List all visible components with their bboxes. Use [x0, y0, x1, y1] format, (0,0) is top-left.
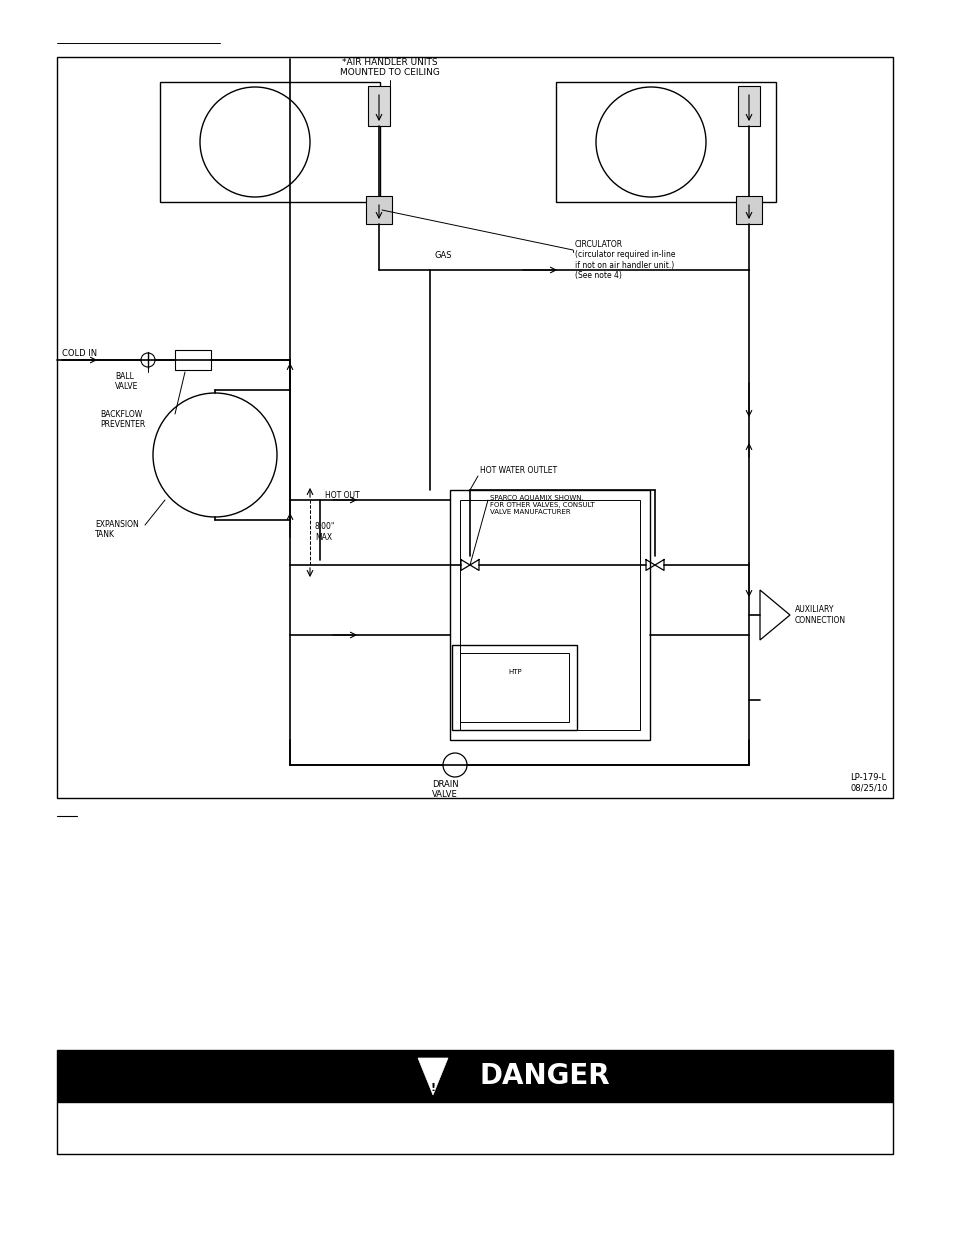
- Text: HOT WATER OUTLET: HOT WATER OUTLET: [479, 466, 557, 475]
- Text: DRAIN
VALVE: DRAIN VALVE: [432, 781, 457, 799]
- Polygon shape: [417, 1058, 448, 1095]
- Bar: [556, 82, 775, 203]
- Bar: [459, 500, 639, 730]
- Text: COLD IN: COLD IN: [62, 350, 97, 358]
- Text: HTP: HTP: [508, 669, 521, 676]
- Circle shape: [596, 86, 705, 198]
- Bar: [160, 82, 379, 203]
- Bar: [366, 196, 392, 224]
- Circle shape: [141, 353, 154, 367]
- Text: !: !: [430, 1083, 436, 1093]
- Text: *AIR HANDLER UNITS
MOUNTED TO CEILING: *AIR HANDLER UNITS MOUNTED TO CEILING: [339, 58, 439, 78]
- Text: AUXILIARY
CONNECTION: AUXILIARY CONNECTION: [794, 605, 845, 625]
- Bar: [368, 86, 390, 126]
- Bar: [735, 196, 761, 224]
- Text: BALL
VALVE: BALL VALVE: [115, 372, 138, 391]
- Text: GAS: GAS: [435, 251, 452, 259]
- Text: SPARCO AQUAMIX SHOWN,
FOR OTHER VALVES, CONSULT
VALVE MANUFACTURER: SPARCO AQUAMIX SHOWN, FOR OTHER VALVES, …: [490, 495, 594, 515]
- Text: 8.00"
MAX: 8.00" MAX: [314, 522, 335, 542]
- Bar: [452, 645, 577, 730]
- Bar: [57, 1102, 892, 1153]
- Text: CIRCULATOR
(circulator required in-line
if not on air handler unit.)
(See note 4: CIRCULATOR (circulator required in-line …: [575, 240, 675, 280]
- Bar: [174, 350, 211, 370]
- Text: BACKFLOW
PREVENTER: BACKFLOW PREVENTER: [100, 410, 145, 430]
- Circle shape: [442, 753, 467, 777]
- Bar: [57, 1050, 892, 1102]
- Circle shape: [152, 393, 276, 517]
- Text: HOT OUT: HOT OUT: [325, 490, 359, 499]
- Bar: [57, 57, 892, 798]
- Bar: [450, 490, 649, 740]
- Text: DANGER: DANGER: [479, 1062, 610, 1091]
- Circle shape: [200, 86, 310, 198]
- Text: LP-179-L
08/25/10: LP-179-L 08/25/10: [850, 773, 887, 793]
- Bar: [459, 653, 568, 722]
- Text: EXPANSION
TANK: EXPANSION TANK: [95, 520, 138, 540]
- Bar: [738, 86, 760, 126]
